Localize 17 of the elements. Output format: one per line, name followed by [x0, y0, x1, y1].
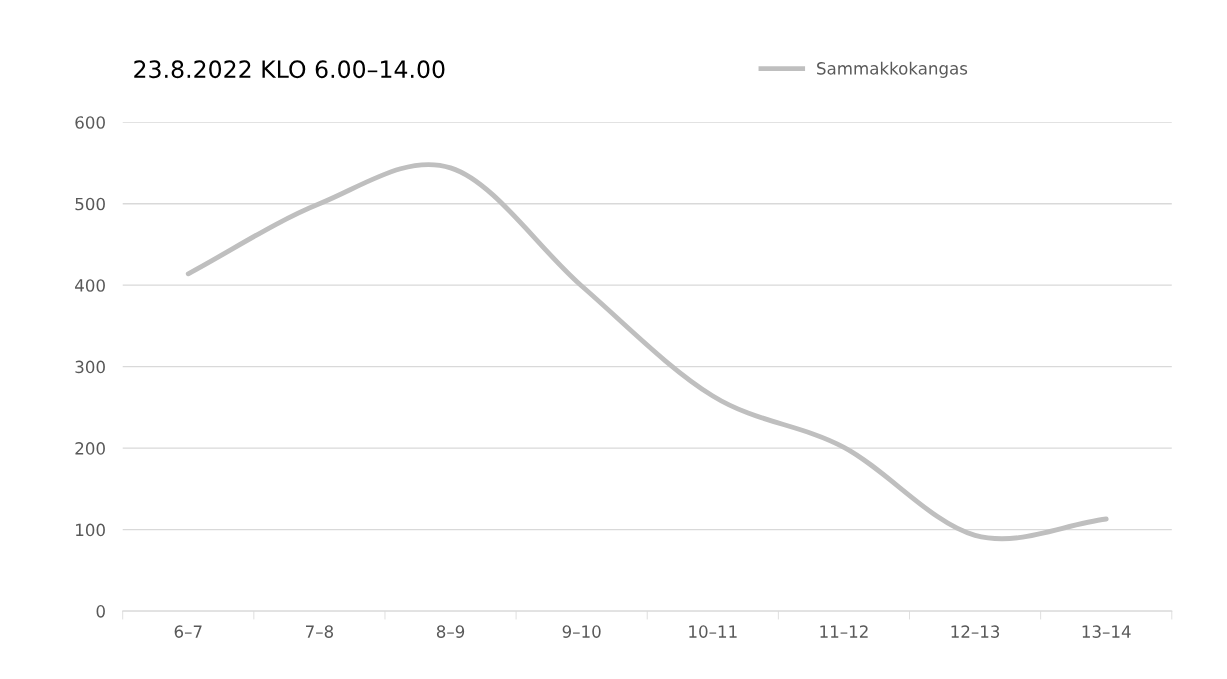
chart-title: 23.8.2022 KLO 6.00–14.00	[134, 60, 445, 79]
x-tick-label: 13–14	[1082, 625, 1131, 638]
x-tick-label: 12–13	[951, 625, 1000, 638]
y-tick-label: 500	[75, 197, 105, 211]
x-tick-label: 11–12	[820, 625, 868, 638]
y-tick-label: 300	[75, 360, 105, 374]
x-tick-label: 8–9	[436, 625, 465, 638]
x-tick-label: 10–11	[689, 625, 737, 638]
y-tick-label: 200	[75, 442, 105, 455]
y-tick-label: 0	[96, 605, 105, 618]
legend-label: Sammakkokangas	[817, 61, 968, 78]
y-tick-label: 400	[75, 279, 105, 292]
y-tick-label: 600	[75, 116, 105, 129]
x-tick-label: 9–10	[562, 625, 601, 638]
y-tick-label: 100	[76, 523, 105, 537]
x-tick-label: 7–8	[306, 625, 334, 638]
x-tick-label: 6–7	[174, 625, 202, 638]
